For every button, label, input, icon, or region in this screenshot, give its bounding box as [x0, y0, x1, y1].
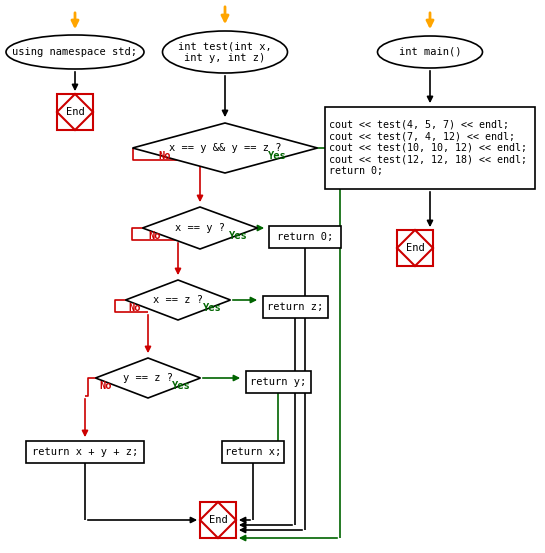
Text: No: No: [149, 231, 161, 241]
Polygon shape: [397, 230, 433, 266]
Text: No: No: [100, 381, 112, 391]
Text: int test(int x,
int y, int z): int test(int x, int y, int z): [178, 41, 272, 63]
Text: x == y && y == z ?: x == y && y == z ?: [169, 143, 281, 153]
Text: x == z ?: x == z ?: [153, 295, 203, 305]
Ellipse shape: [378, 36, 482, 68]
FancyBboxPatch shape: [325, 107, 535, 189]
FancyBboxPatch shape: [269, 226, 341, 248]
Bar: [200, 502, 236, 538]
FancyBboxPatch shape: [263, 296, 328, 318]
Text: Yes: Yes: [268, 151, 286, 161]
Polygon shape: [142, 207, 257, 249]
Ellipse shape: [162, 31, 288, 73]
Text: End: End: [65, 107, 84, 117]
Text: End: End: [405, 243, 425, 253]
Bar: [57, 94, 93, 130]
Text: cout << test(4, 5, 7) << endl;
cout << test(7, 4, 12) << endl;
cout << test(10, : cout << test(4, 5, 7) << endl; cout << t…: [329, 120, 527, 176]
Polygon shape: [95, 358, 201, 398]
Polygon shape: [125, 280, 231, 320]
Text: No: No: [129, 303, 141, 313]
Text: End: End: [209, 515, 227, 525]
Text: return y;: return y;: [250, 377, 306, 387]
Bar: [397, 230, 433, 266]
FancyBboxPatch shape: [222, 441, 284, 463]
Text: return x;: return x;: [225, 447, 281, 457]
Text: Yes: Yes: [172, 381, 190, 391]
FancyBboxPatch shape: [26, 441, 144, 463]
Text: y == z ?: y == z ?: [123, 373, 173, 383]
Text: No: No: [159, 151, 171, 161]
Text: using namespace std;: using namespace std;: [13, 47, 137, 57]
Text: Yes: Yes: [228, 231, 247, 241]
Ellipse shape: [6, 35, 144, 69]
Polygon shape: [200, 502, 236, 538]
Text: x == y ?: x == y ?: [175, 223, 225, 233]
Text: int main(): int main(): [399, 47, 461, 57]
Text: return z;: return z;: [267, 302, 323, 312]
FancyBboxPatch shape: [245, 371, 311, 393]
Text: Yes: Yes: [203, 303, 221, 313]
Polygon shape: [132, 123, 318, 173]
Polygon shape: [57, 94, 93, 130]
Text: return 0;: return 0;: [277, 232, 333, 242]
Text: return x + y + z;: return x + y + z;: [32, 447, 138, 457]
